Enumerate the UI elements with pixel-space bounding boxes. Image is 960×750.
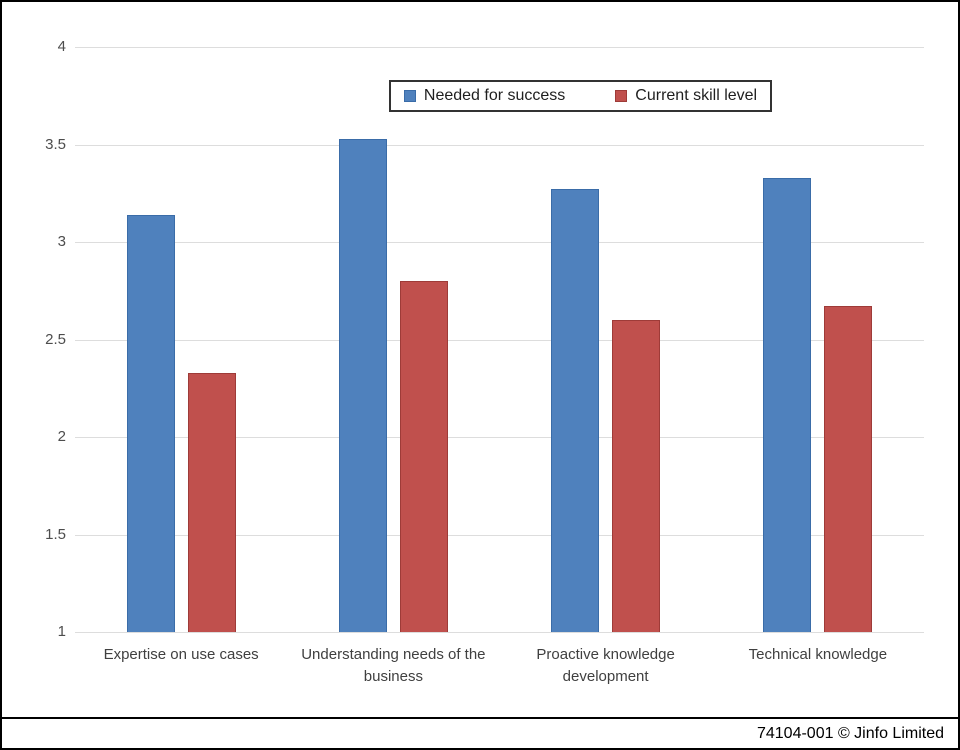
bar — [399, 281, 448, 632]
y-axis-ticks: 4 3.5 3 2.5 2 1.5 1 — [2, 2, 66, 662]
legend-item: Current skill level — [615, 87, 757, 105]
y-tick-label: 1 — [57, 623, 66, 640]
footer: 74104-001 © Jinfo Limited — [2, 719, 958, 748]
gridline — [75, 242, 924, 243]
bar — [126, 214, 175, 632]
legend-swatch-icon — [615, 90, 628, 102]
chart-area: Needed for success Current skill level 4 3… — [2, 2, 958, 719]
x-category-label: Expertise on use cases — [103, 646, 259, 663]
y-tick-label: 3.5 — [45, 135, 66, 153]
bar — [763, 177, 812, 632]
x-axis-labels: Expertise on use cases Understanding need… — [75, 644, 924, 688]
legend-label: Needed for success — [423, 87, 566, 104]
bar — [612, 320, 661, 632]
legend-label: Current skill level — [635, 87, 758, 104]
x-category-label: Understanding needs of the business — [301, 646, 486, 685]
footer-text: 74104-001 © Jinfo Limited — [756, 724, 944, 742]
bar — [824, 306, 873, 632]
bar-group — [712, 47, 924, 632]
y-tick-label: 1.5 — [45, 525, 66, 543]
bar — [551, 189, 600, 632]
gridline — [75, 339, 924, 341]
legend: Needed for success Current skill level — [389, 80, 772, 112]
bar — [187, 372, 236, 632]
plot-area — [75, 47, 924, 633]
y-tick-label: 2.5 — [45, 330, 66, 348]
bar-group — [287, 47, 499, 632]
y-tick-label: 3 — [57, 233, 66, 250]
gridline — [75, 534, 924, 536]
bar-group — [75, 47, 287, 632]
x-category-label: Proactive knowledge development — [536, 646, 675, 685]
gridline — [75, 437, 924, 438]
gridline — [75, 144, 924, 146]
x-category-label: Technical knowledge — [748, 646, 888, 663]
legend-item: Needed for success — [403, 87, 566, 105]
legend-swatch-icon — [403, 90, 416, 102]
gridline — [75, 632, 924, 633]
bar — [338, 138, 387, 632]
gridline — [75, 47, 924, 48]
bar-group — [500, 47, 712, 632]
y-tick-label: 4 — [57, 38, 66, 55]
y-tick-label: 2 — [57, 428, 66, 445]
